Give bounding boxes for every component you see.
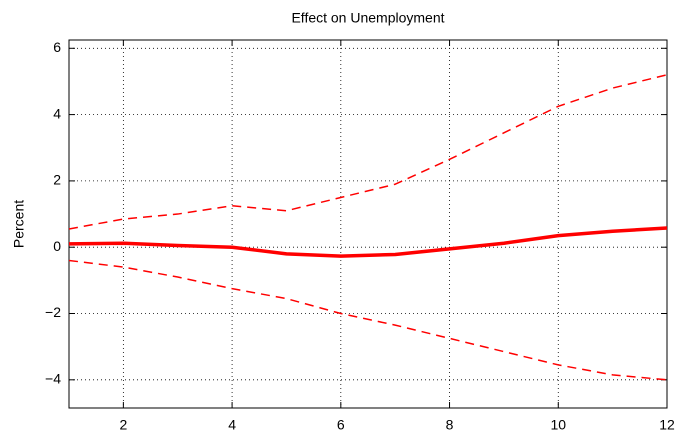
- x-tick-label: 6: [337, 417, 345, 433]
- y-tick-label: −4: [45, 371, 61, 387]
- y-tick-label: 6: [53, 39, 61, 55]
- data-line: [68, 226, 668, 258]
- y-tick-label: −2: [45, 304, 61, 320]
- x-tick-label: 4: [228, 417, 236, 433]
- chart-title: Effect on Unemployment: [291, 10, 444, 26]
- x-tick-label: 8: [446, 417, 454, 433]
- data-line: [68, 259, 668, 381]
- x-tick-label: 2: [119, 417, 127, 433]
- plot-frame: [68, 39, 668, 409]
- y-tick-label: 2: [53, 172, 61, 188]
- y-axis-label: Percent: [11, 200, 27, 248]
- y-tick-label: 0: [53, 238, 61, 254]
- y-tick-label: 4: [53, 105, 61, 121]
- x-tick-label: 12: [659, 417, 675, 433]
- x-tick-label: 10: [550, 417, 566, 433]
- data-line: [68, 74, 668, 230]
